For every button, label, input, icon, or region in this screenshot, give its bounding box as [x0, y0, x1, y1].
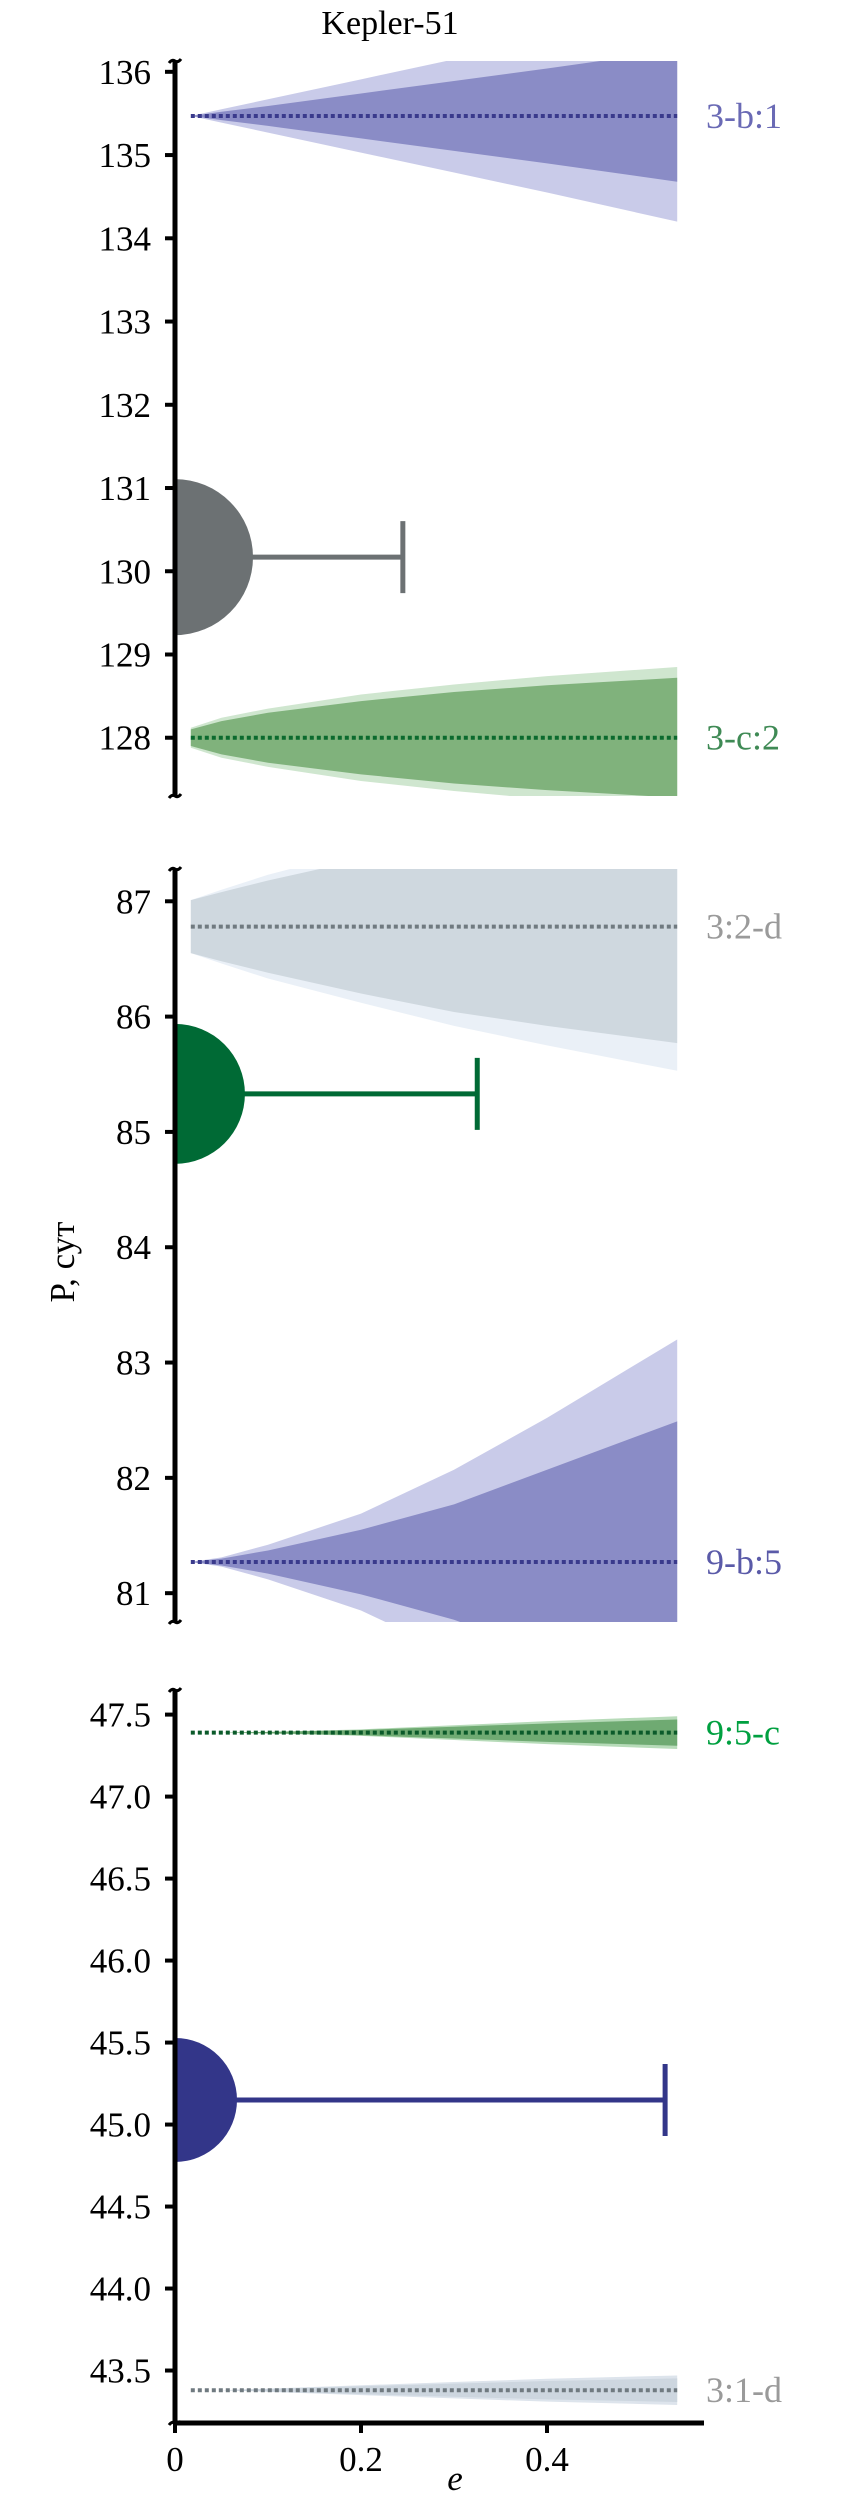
y-tick-label: 129 [99, 635, 152, 674]
y-tick-label: 131 [99, 469, 152, 508]
y-tick-label: 44.0 [90, 2270, 151, 2309]
y-tick-label: 130 [99, 552, 152, 591]
panel-2: 3:2-d 9-b:5 81 82 83 84 85 86 87 [116, 866, 782, 1625]
band-3-1-d-inner [190, 2378, 678, 2403]
band-3-c-2-label: 3-c:2 [706, 718, 780, 758]
y-tick-label: 133 [99, 303, 152, 342]
y-tick-label: 47.0 [90, 1778, 151, 1817]
y-tick-label: 44.5 [90, 2188, 151, 2227]
y-tick-label: 84 [116, 1228, 151, 1267]
x-tick-label: 0.2 [339, 2440, 383, 2479]
data-point [175, 1023, 245, 1164]
y-tick-label: 43.5 [90, 2352, 151, 2391]
axis-break-top [167, 1687, 183, 1693]
axis-break-top [167, 58, 183, 64]
band-9-5-c-inner [190, 1719, 678, 1746]
band-3-1-d-label: 3:1-d [706, 2370, 782, 2410]
data-point [175, 479, 254, 636]
y-axis-label: P, сут [43, 1222, 82, 1303]
y-tick-label: 136 [99, 53, 152, 92]
y-tick-label: 46.5 [90, 1860, 151, 1899]
y-tick-label: 134 [99, 219, 152, 258]
y-tick-label: 83 [116, 1344, 151, 1383]
band-3-2-d-label: 3:2-d [706, 907, 782, 947]
y-tick-label: 132 [99, 386, 152, 425]
x-tick-label: 0 [166, 2440, 184, 2479]
y-tick-label: 86 [116, 998, 151, 1037]
y-tick-label: 82 [116, 1459, 151, 1498]
plot-area [190, 869, 678, 1622]
band-9-b-5-label: 9-b:5 [706, 1542, 782, 1582]
x-axis-label: e [447, 2459, 463, 2498]
y-tick-label: 47.5 [90, 1696, 151, 1735]
band-3-c-2-inner [190, 677, 678, 796]
data-point [175, 2037, 238, 2162]
band-3-b-1-inner [190, 61, 678, 182]
band-3-2-d-inner [190, 869, 678, 1044]
y-tick-label: 85 [116, 1113, 151, 1152]
panel-3: 9:5-c 3:1-d 43.5 44.0 44.5 45.0 45.5 46.0 46.5 47… [90, 1687, 782, 2479]
axis-break-bottom [167, 1619, 183, 1625]
band-3-b-1-label: 3-b:1 [706, 96, 782, 136]
band-9-5-c-label: 9:5-c [706, 1713, 780, 1753]
plot-area [190, 1716, 678, 2405]
axis-break-bottom [167, 793, 183, 799]
y-tick-label: 45.5 [90, 2024, 151, 2063]
axis-break-top [167, 866, 183, 872]
y-tick-label: 46.0 [90, 1942, 151, 1981]
panel-1: 3-b:1 3-c:2 128 129 130 131 132 133 134 135 136 [99, 53, 782, 799]
y-tick-label: 128 [99, 719, 152, 758]
plot-area [190, 61, 678, 796]
x-tick-label: 0.4 [525, 2440, 569, 2479]
chart-title: Kepler-51 [321, 5, 458, 42]
y-tick-label: 87 [116, 882, 151, 921]
band-9-b-5-inner [190, 1421, 678, 1622]
y-tick-label: 135 [99, 136, 152, 175]
y-tick-label: 45.0 [90, 2106, 151, 2145]
y-tick-label: 81 [116, 1574, 151, 1613]
